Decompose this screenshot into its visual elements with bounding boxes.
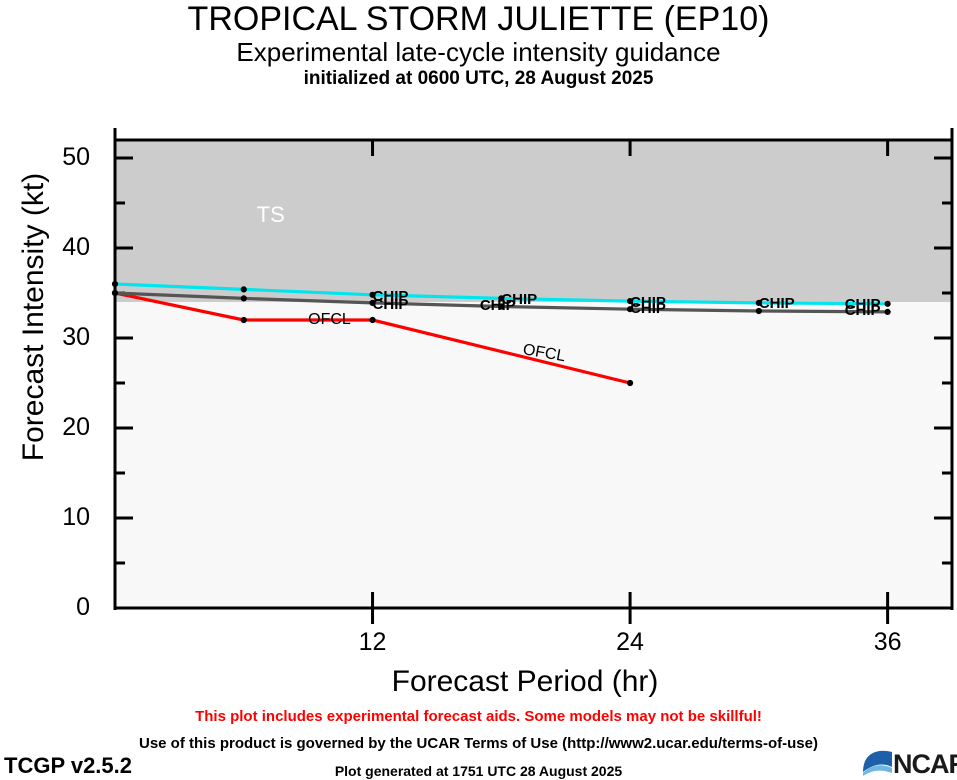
page-title: TROPICAL STORM JULIETTE (EP10)	[187, 0, 770, 38]
terms-of-use-text: Use of this product is governed by the U…	[139, 735, 818, 752]
y-tick-40: 40	[62, 233, 90, 261]
point-label-chip-8: CHIP	[758, 294, 795, 312]
plot-generated-text: Plot generated at 1751 UTC 28 August 202…	[334, 763, 623, 779]
x-tick-36: 36	[873, 628, 902, 656]
y-tick-0: 0	[76, 593, 90, 621]
point-label-chip-1: CHIP	[372, 295, 409, 313]
x-axis-title: Forecast Period (hr)	[391, 665, 659, 698]
title-block: TROPICAL STORM JULIETTE (EP10) Experimen…	[0, 0, 957, 91]
ncar-logo: NCAR	[862, 746, 957, 780]
initialization-time: initialized at 0600 UTC, 28 August 2025	[303, 68, 654, 89]
tcgp-version-label: TCGP v2.5.2	[4, 753, 132, 778]
x-tick-12: 12	[358, 628, 387, 656]
y-tick-10: 10	[62, 503, 90, 531]
point-label-chip-7: CHIP	[630, 300, 666, 318]
point-label-chip-10: CHIP	[844, 302, 881, 319]
experimental-warning: This plot includes experimental forecast…	[195, 708, 762, 725]
point-label-chip-9: CHIP	[844, 295, 881, 313]
page-subtitle: Experimental late-cycle intensity guidan…	[236, 37, 721, 67]
y-tick-30: 30	[62, 323, 90, 351]
point-label-chip-6: CHIP	[630, 293, 666, 311]
point-label-ofcl-2: OFCL	[308, 311, 351, 328]
point-label-chip-4: CHIP	[501, 291, 538, 309]
point-label-chip-3: CHIP	[479, 296, 516, 314]
ncar-logo-text: NCAR	[893, 749, 957, 779]
y-tick-20: 20	[62, 413, 90, 441]
y-tick-50: 50	[62, 143, 90, 171]
x-tick-24: 24	[616, 628, 644, 656]
ncar-swoosh-icon	[863, 750, 892, 776]
point-label-ofcl-5: OFCL	[521, 340, 567, 365]
point-label-chip-0: CHIP	[372, 287, 409, 305]
band-label-ts: TS	[256, 202, 285, 227]
